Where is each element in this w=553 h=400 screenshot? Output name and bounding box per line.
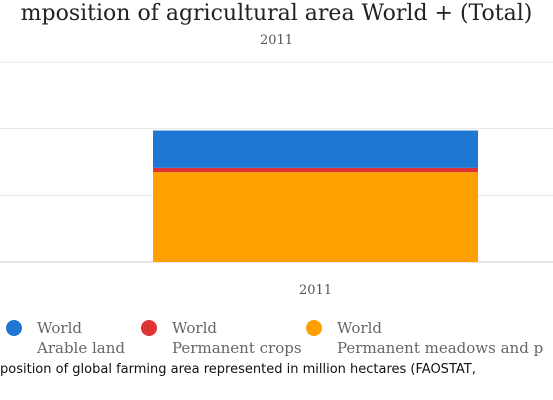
x-axis-ticks: 2011 bbox=[299, 283, 332, 298]
x-tick-label: 2011 bbox=[299, 283, 332, 298]
chart-title: mposition of agricultural area World + (… bbox=[20, 1, 533, 26]
legend-label-permanent-meadows: World Permanent meadows and p bbox=[337, 319, 544, 357]
chart-subtitle: 2011 bbox=[259, 33, 294, 48]
legend-marker-permanent-meadows bbox=[306, 320, 322, 336]
chart-plot: 2011 bbox=[0, 61, 553, 298]
bar-segment-2[interactable] bbox=[153, 130, 478, 168]
legend-label-arable-land: World Arable land bbox=[37, 319, 125, 357]
legend-label-permanent-crops: World Permanent crops bbox=[172, 319, 302, 357]
legend-marker-arable-land bbox=[6, 320, 22, 336]
legend-marker-permanent-crops bbox=[141, 320, 157, 336]
figure-caption: position of global farming area represen… bbox=[0, 362, 476, 377]
bar-segment-1[interactable] bbox=[153, 167, 478, 173]
bar-stack bbox=[153, 130, 478, 262]
bar-segment-0[interactable] bbox=[153, 172, 478, 262]
